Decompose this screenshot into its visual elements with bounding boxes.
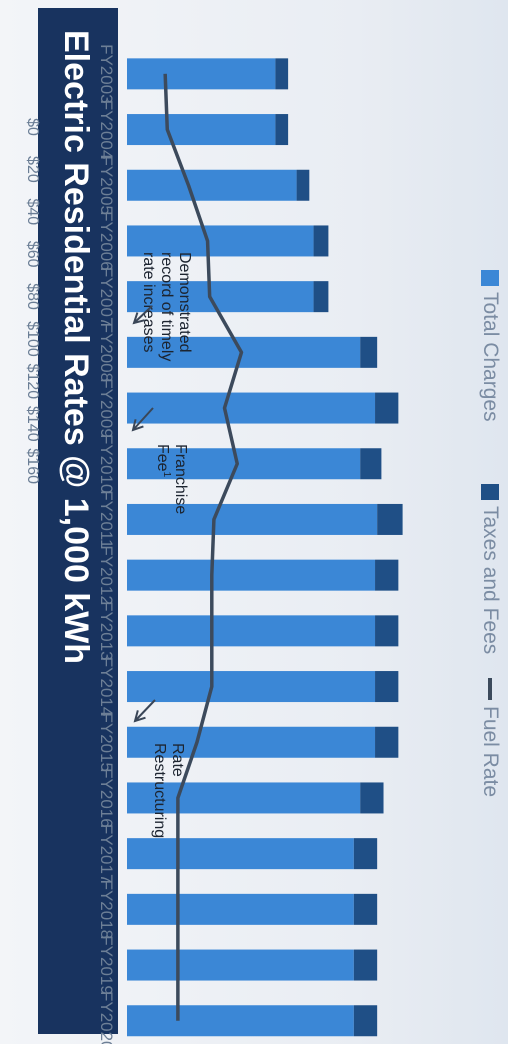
annotation-franchise-fee-arrow-shaft — [132, 407, 154, 431]
bar-total-charges-FY2020 — [127, 1005, 354, 1037]
bar-taxes-fees-FY2019 — [353, 949, 378, 981]
x-tick-FY2018: FY2018 — [97, 880, 116, 940]
annotation-timely-increases-line-2: rate increases — [140, 252, 157, 353]
bar-taxes-fees-FY2004 — [275, 114, 289, 146]
y-tick-140: $140 — [24, 406, 41, 442]
bar-taxes-fees-FY2008 — [360, 336, 378, 368]
bar-taxes-fees-FY2009 — [375, 392, 399, 424]
legend-label-fuel-rate: Fuel Rate — [479, 706, 502, 797]
y-tick-80: $80 — [24, 283, 41, 310]
fuel-rate-line — [163, 73, 244, 1021]
annotation-timely-increases-arrow-shaft — [133, 305, 153, 324]
x-tick-FY2003: FY2003 — [97, 44, 116, 104]
bar-taxes-fees-FY2005 — [296, 169, 310, 201]
bar-taxes-fees-FY2015 — [375, 726, 399, 758]
legend-swatch-taxes-fees — [481, 484, 499, 500]
bar-total-charges-FY2006 — [127, 225, 314, 257]
annotation-rate-restructuring-line-0: Rate — [169, 743, 186, 777]
legend-swatch-total-charges — [481, 270, 499, 286]
bar-total-charges-FY2005 — [127, 169, 297, 201]
bar-taxes-fees-FY2013 — [375, 615, 399, 647]
bar-taxes-fees-FY2014 — [375, 671, 399, 703]
bar-taxes-fees-FY2018 — [353, 893, 378, 925]
bar-total-charges-FY2019 — [127, 949, 354, 981]
bar-total-charges-FY2017 — [127, 838, 354, 870]
bar-total-charges-FY2015 — [127, 726, 376, 758]
chart-title: Electric Residential Rates @ 1,000 kWh — [57, 30, 95, 664]
annotation-timely-increases-line-1: record of timely — [158, 252, 175, 361]
y-tick-40: $40 — [24, 198, 41, 225]
x-tick-FY2015: FY2015 — [97, 712, 116, 772]
x-tick-FY2007: FY2007 — [97, 267, 116, 327]
annotation-rate-restructuring-line-1: Restructuring — [151, 743, 168, 838]
annotation-timely-increases: Demonstratedrecord of timelyrate increas… — [140, 252, 193, 361]
annotation-franchise-fee: FranchiseFee1 — [154, 444, 189, 514]
x-tick-FY2013: FY2013 — [97, 601, 116, 661]
annotation-franchise-fee-line-1: Fee — [154, 444, 171, 472]
legend-label-taxes-fees: Taxes and Fees — [479, 506, 502, 654]
bar-taxes-fees-FY2006 — [313, 225, 329, 257]
bar-taxes-fees-FY2007 — [313, 281, 329, 313]
bar-taxes-fees-FY2010 — [360, 448, 382, 480]
x-tick-FY2006: FY2006 — [97, 211, 116, 271]
annotation-timely-increases-arrow-head — [132, 312, 145, 325]
annotation-rate-restructuring: RateRestructuring — [151, 743, 186, 838]
annotation-rate-restructuring-arrow-shaft — [134, 699, 156, 722]
rotated-plot: Electric Residential Rates @ 1,000 kWh FY… — [38, 8, 502, 1044]
y-tick-100: $100 — [24, 321, 41, 357]
x-tick-FY2004: FY2004 — [97, 100, 116, 160]
bar-total-charges-FY2016 — [127, 782, 361, 814]
bar-taxes-fees-FY2012 — [375, 559, 399, 591]
title-bar — [38, 8, 118, 1034]
x-tick-FY2012: FY2012 — [97, 545, 116, 605]
bar-total-charges-FY2008 — [127, 336, 361, 368]
x-tick-FY2019: FY2019 — [97, 935, 116, 995]
bar-taxes-fees-FY2016 — [360, 782, 384, 814]
plot-body: Electric Residential Rates @ 1,000 kWh FY… — [38, 8, 502, 1044]
bar-total-charges-FY2003 — [127, 58, 276, 90]
bar-total-charges-FY2014 — [127, 671, 376, 703]
y-tick-160: $160 — [24, 448, 41, 484]
bar-total-charges-FY2011 — [127, 503, 378, 535]
bar-total-charges-FY2009 — [127, 392, 376, 424]
x-tick-FY2016: FY2016 — [97, 768, 116, 828]
x-tick-FY2005: FY2005 — [97, 155, 116, 215]
x-tick-FY2011: FY2011 — [97, 490, 116, 548]
bar-total-charges-FY2010 — [127, 448, 361, 480]
bar-total-charges-FY2013 — [127, 615, 376, 647]
bar-taxes-fees-FY2011 — [377, 503, 403, 535]
bar-taxes-fees-FY2017 — [353, 838, 378, 870]
bar-total-charges-FY2012 — [127, 559, 376, 591]
bar-taxes-fees-FY2020 — [353, 1005, 378, 1037]
y-axis-labels: $0 $20 $40 $60 $80 $100 $120 $140 $160 — [24, 118, 41, 484]
annotation-timely-increases-line-0: Demonstrated — [176, 252, 193, 353]
annotation-rate-restructuring-arrow-head — [133, 710, 146, 723]
y-tick-0: $0 — [24, 118, 41, 136]
x-tick-FY2008: FY2008 — [97, 323, 116, 383]
x-tick-FY2009: FY2009 — [97, 378, 116, 438]
x-tick-FY2020: FY2020 — [97, 991, 116, 1044]
bar-taxes-fees-FY2003 — [275, 58, 289, 90]
x-tick-FY2014: FY2014 — [97, 657, 116, 717]
bar-total-charges-FY2018 — [127, 893, 354, 925]
bar-total-charges-FY2007 — [127, 281, 314, 313]
x-tick-FY2010: FY2010 — [97, 434, 116, 494]
y-tick-60: $60 — [24, 241, 41, 268]
annotation-franchise-fee-arrow-head — [131, 419, 144, 432]
annotation-franchise-fee-superscript: 1 — [161, 472, 172, 478]
bar-total-charges-FY2004 — [127, 114, 276, 146]
annotation-franchise-fee-line-0: Franchise — [172, 444, 189, 514]
legend-label-total-charges: Total Charges — [479, 292, 502, 422]
y-tick-20: $20 — [24, 156, 41, 183]
x-tick-FY2017: FY2017 — [97, 824, 116, 884]
y-tick-120: $120 — [24, 364, 41, 400]
